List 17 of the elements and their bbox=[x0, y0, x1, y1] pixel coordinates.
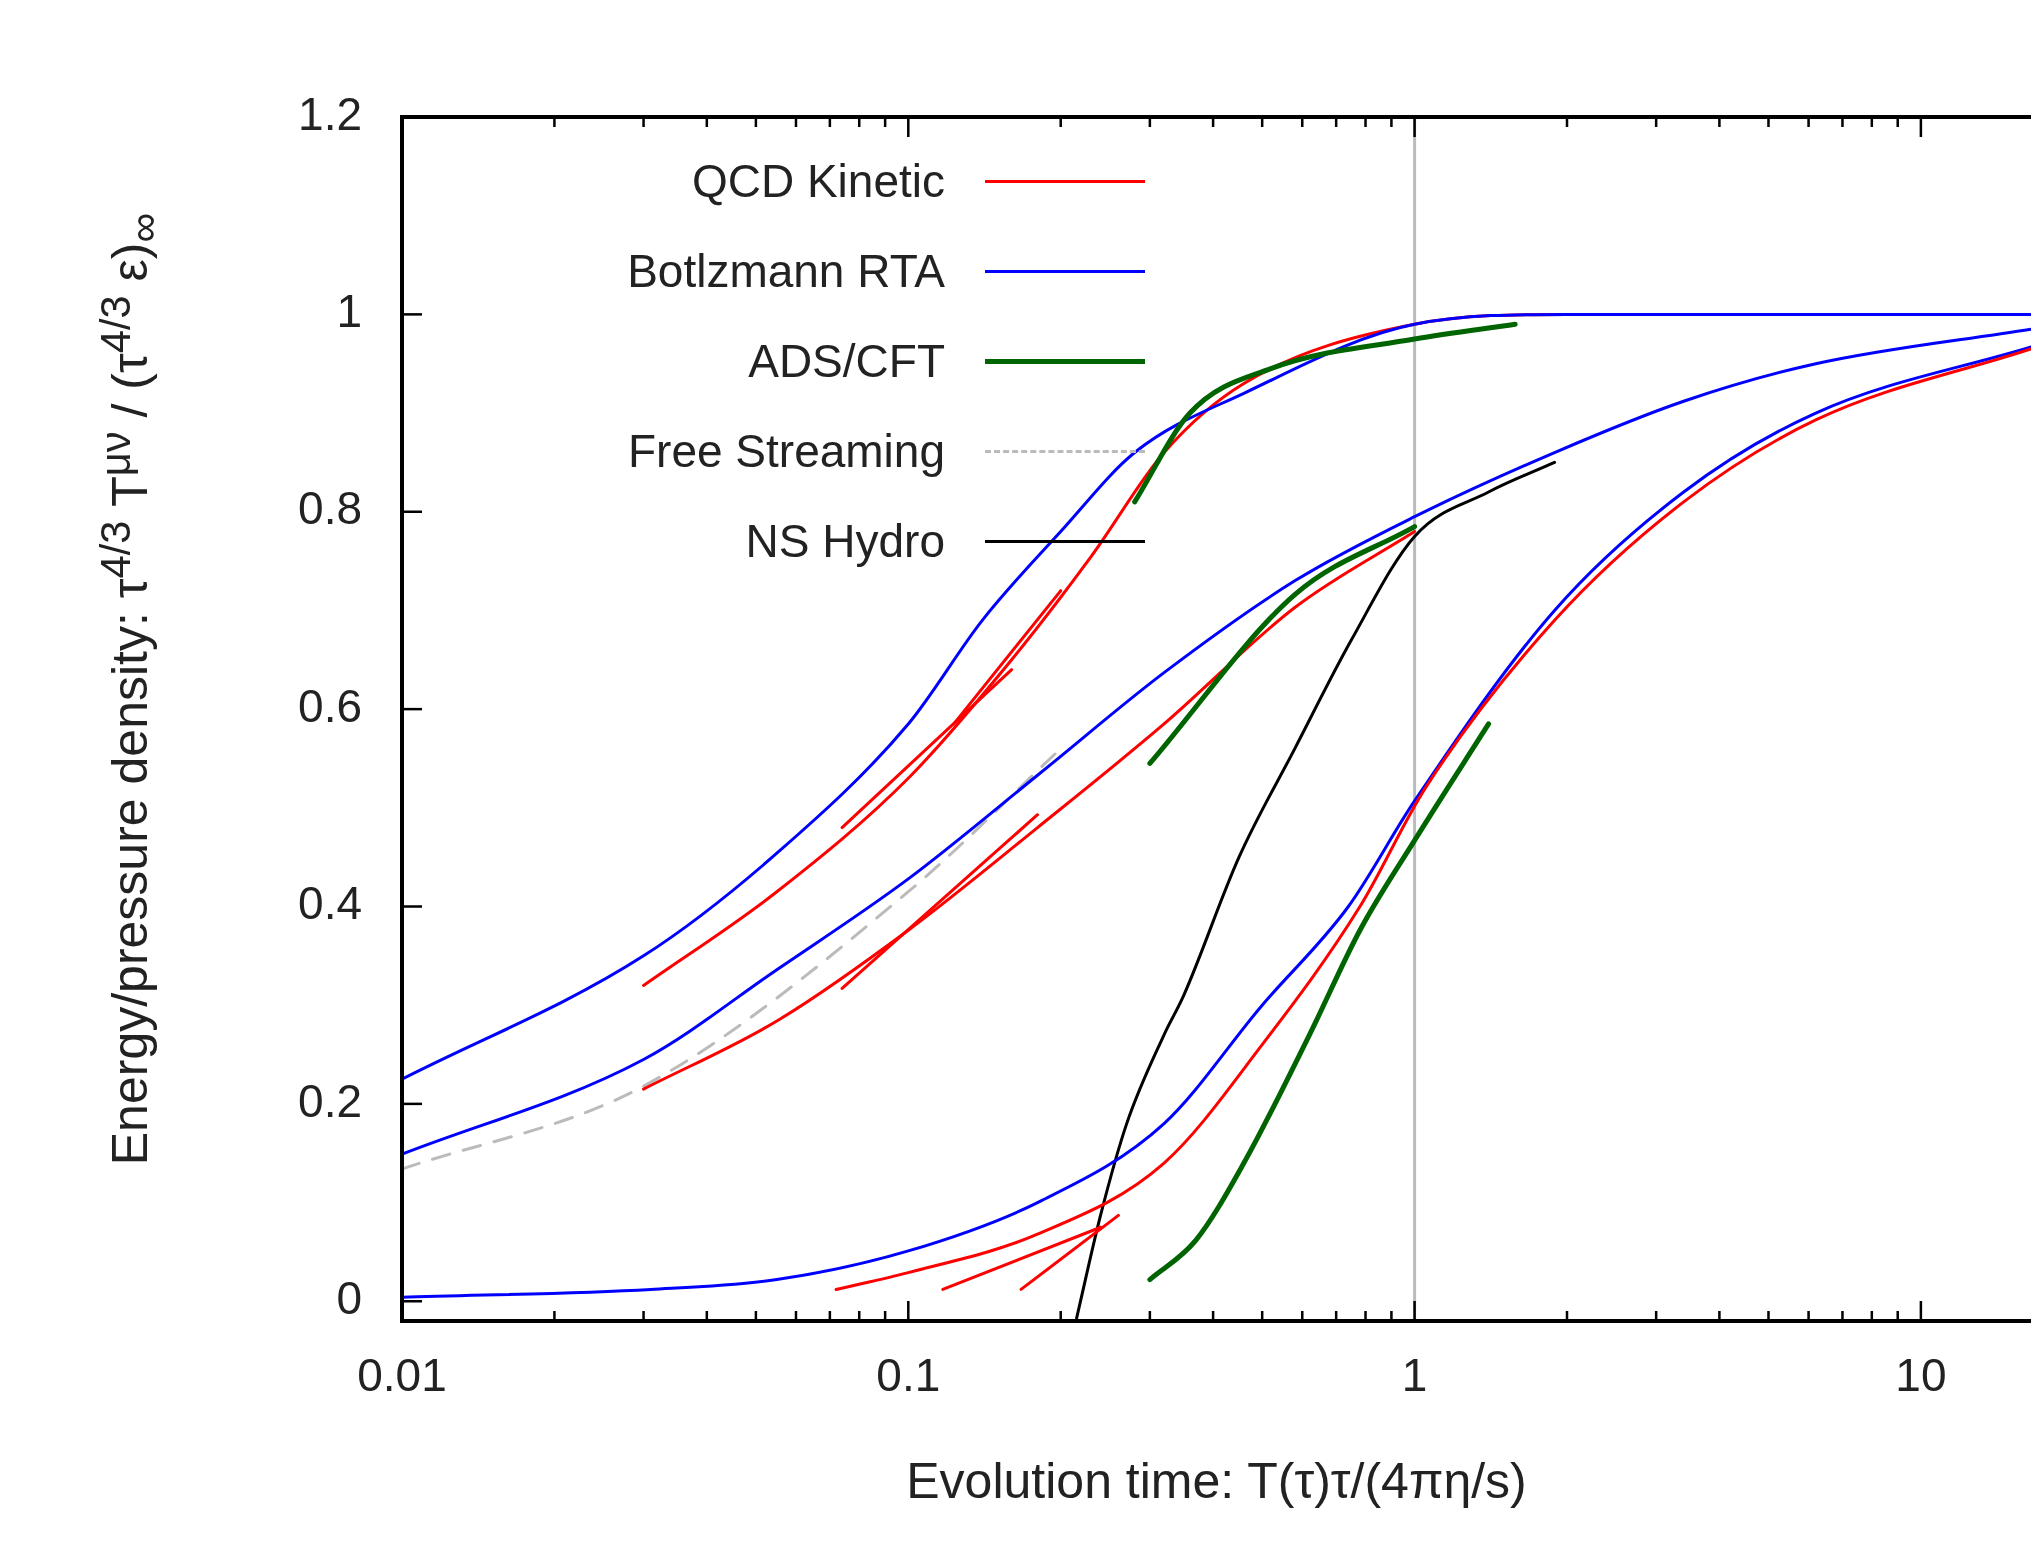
x-tick-label: 1 bbox=[1401, 1349, 1428, 1402]
y-tick-label: 0.6 bbox=[298, 679, 362, 732]
x-tick-label: 10 bbox=[1895, 1349, 1947, 1402]
y-tick-label: 0.2 bbox=[298, 1074, 362, 1127]
legend-label: QCD Kinetic bbox=[691, 154, 945, 208]
x-tick-label: 0.01 bbox=[357, 1349, 447, 1402]
y-tick-label: 1.2 bbox=[298, 87, 362, 140]
y-tick-label: 0.8 bbox=[298, 482, 362, 535]
legend-label: ADS/CFT bbox=[748, 334, 945, 388]
legend-label: Botlzmann RTA bbox=[627, 244, 945, 298]
y-tick-label: 0.4 bbox=[298, 877, 362, 930]
legend-label: NS Hydro bbox=[745, 514, 945, 568]
legend-label: Free Streaming bbox=[627, 424, 945, 478]
x-tick-label: 0.1 bbox=[876, 1349, 941, 1402]
y-tick-label: 1 bbox=[336, 285, 362, 338]
x-axis-title: Evolution time: T(τ)τ/(4πη/s) bbox=[905, 1452, 1528, 1510]
y-tick-label: 0 bbox=[336, 1271, 362, 1324]
